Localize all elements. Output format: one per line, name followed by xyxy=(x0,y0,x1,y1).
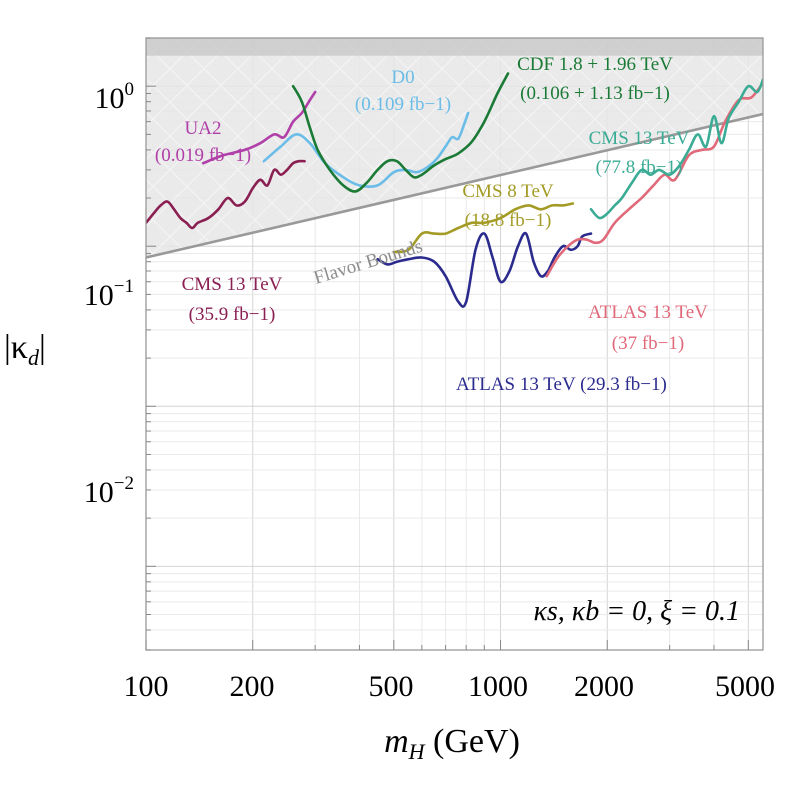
series-lumi-cdf: (0.106 + 1.13 fb−1) xyxy=(520,83,670,104)
x-tick-label: 1000 xyxy=(468,670,528,703)
series-lumi-atlas13-37: (37 fb−1) xyxy=(612,333,684,354)
x-tick-label: 2000 xyxy=(574,670,634,703)
series-lumi-cms13-77: (77.8 fb−1) xyxy=(596,157,683,178)
series-lumi-d0: (0.109 fb−1) xyxy=(355,94,451,115)
hatch-line xyxy=(146,38,270,161)
series-line-5 xyxy=(376,231,593,308)
y-tick-label: 10−1 xyxy=(84,276,134,312)
hatch-line xyxy=(546,38,763,253)
x-tick-label: 5000 xyxy=(715,670,775,703)
hatch-line xyxy=(772,0,800,650)
series-label-cdf: CDF 1.8 + 1.96 TeV xyxy=(517,54,673,75)
excluded-top-band xyxy=(146,38,763,56)
hatch-line xyxy=(580,38,763,219)
series-lumi-cms8: (18.8 fb−1) xyxy=(465,210,552,231)
x-tick-labels: 100 200 500 1000 2000 5000 xyxy=(124,670,776,703)
flavor-bound-line xyxy=(146,112,763,259)
hatch-line xyxy=(716,38,763,85)
region-mask xyxy=(146,114,763,650)
series-label-atlas13-37: ATLAS 13 TeV xyxy=(588,302,708,323)
series-line-4 xyxy=(392,202,575,254)
hatch-line xyxy=(146,38,406,295)
hatch-line xyxy=(146,38,236,127)
flavor-bound xyxy=(146,112,763,259)
hatch-line xyxy=(146,38,372,262)
series-label-cms8: CMS 8 TeV xyxy=(462,181,554,202)
series-label-atlas13-29: ATLAS 13 TeV (29.3 fb−1) xyxy=(456,374,667,395)
hatch-line xyxy=(512,38,763,286)
y-tick-label: 10−2 xyxy=(84,473,134,509)
hatch-line xyxy=(648,38,763,152)
x-axis-title: mH (GeV) xyxy=(384,723,520,764)
x-tick-label: 100 xyxy=(124,670,169,703)
series-line-3 xyxy=(291,72,510,193)
ticks xyxy=(145,37,749,651)
series-label-cms13-77: CMS 13 TeV xyxy=(589,128,690,149)
series-line-7 xyxy=(589,78,763,220)
plot-frame xyxy=(145,37,764,651)
hatch-line xyxy=(146,38,338,228)
x-tick-label: 500 xyxy=(369,670,414,703)
series-label-ua2: UA2 xyxy=(185,118,222,139)
hatch-line xyxy=(146,38,202,94)
hatch-line xyxy=(682,38,763,118)
series-line-6 xyxy=(545,81,763,278)
hatch-line xyxy=(614,38,763,186)
parameter-annotation: κs, κb = 0, ξ = 0.1 xyxy=(533,596,740,627)
series-label-cms13-35: CMS 13 TeV xyxy=(182,274,283,295)
series-line-1 xyxy=(146,159,306,230)
series-line-2 xyxy=(262,111,470,189)
y-tick-labels: 100 10−1 10−2 xyxy=(84,79,134,509)
series-line-0 xyxy=(201,90,317,165)
x-tick-label: 200 xyxy=(230,670,275,703)
y-tick-label: 100 xyxy=(95,79,135,115)
series xyxy=(146,72,763,308)
series-label-d0: D0 xyxy=(391,67,414,88)
hatch-line xyxy=(146,38,304,194)
excluded-region xyxy=(146,0,800,650)
y-axis-title: |κd| xyxy=(4,329,46,370)
series-lumi-cms13-35: (35.9 fb−1) xyxy=(189,304,276,325)
hatch-line xyxy=(772,0,800,650)
series-lumi-ua2: (0.019 fb−1) xyxy=(155,145,251,166)
